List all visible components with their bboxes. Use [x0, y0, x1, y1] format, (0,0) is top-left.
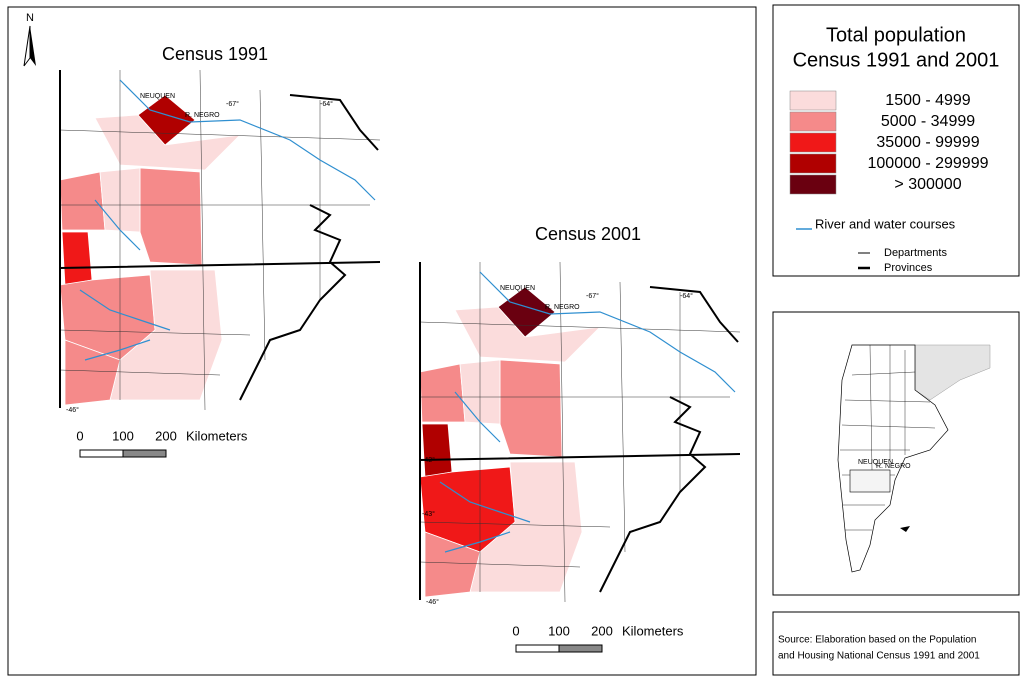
legend-title: Total population: [826, 24, 966, 46]
map-label: R. NEGRO: [185, 112, 220, 119]
department: [109, 269, 223, 401]
department: [424, 531, 481, 598]
map-label: -64°: [320, 100, 333, 108]
legend-swatch: [789, 90, 837, 111]
scale-segment: [558, 644, 603, 653]
river-label: River and water courses: [815, 216, 956, 231]
map-label: -67°: [226, 100, 239, 108]
provinces-label: Provinces: [884, 262, 933, 274]
river: [79, 79, 376, 361]
legend-label: 35000 - 99999: [876, 134, 979, 151]
scale-unit: Kilometers: [186, 428, 248, 443]
source-frame: [772, 611, 1020, 676]
scale-segment: [122, 449, 167, 458]
scale-tick-label: 100: [112, 428, 134, 443]
legend-label: 5000 - 34999: [881, 113, 975, 130]
department: [64, 339, 121, 406]
map-title: Census 1991: [162, 44, 268, 64]
province-boundary: [419, 262, 741, 600]
main-frame: [7, 6, 757, 676]
department-lines: [59, 69, 381, 411]
map-label: -64°: [680, 292, 693, 300]
scale-tick-label: 200: [591, 623, 613, 638]
scale-unit: Kilometers: [622, 623, 684, 638]
legend-label: 100000 - 299999: [868, 155, 989, 172]
legend-frame: [772, 4, 1020, 277]
map-label: NEUQUEN: [500, 285, 535, 292]
legend-swatch: [789, 153, 837, 174]
scale-tick-label: 100: [548, 623, 570, 638]
locator-frame: [772, 311, 1020, 596]
map-label: NEUQUEN: [140, 93, 175, 100]
map-label: -42°: [422, 456, 435, 464]
scale-bar: 0 100 200 Kilometers: [512, 623, 684, 653]
census-map: Census 2001 NEUQUEN R. NEGRO -67° -64° -46° -4…: [419, 224, 741, 606]
locator-map: NEUQUEN R. NEGRO: [837, 344, 991, 573]
north-arrow: N: [23, 12, 36, 67]
legend-label: > 300000: [894, 176, 961, 193]
map-title: Census 2001: [535, 224, 641, 244]
north-label: N: [26, 12, 34, 24]
scale-tick-label: 0: [512, 623, 519, 638]
map-label: -46°: [66, 406, 79, 414]
locator-label: R. NEGRO: [876, 463, 911, 470]
legend-swatch: [789, 111, 837, 132]
department: [61, 231, 93, 286]
scale-segment: [79, 449, 124, 458]
legend-title: Census 1991 and 2001: [793, 49, 1000, 71]
department: [139, 167, 203, 266]
maps: Census 1991 NEUQUEN R. NEGRO -67° -64° -46° 0 1…: [59, 44, 741, 653]
map-label: -46°: [426, 598, 439, 606]
legend-swatch: [789, 174, 837, 195]
legend: Total population Census 1991 and 2001 15…: [789, 24, 1000, 274]
locator-label: NEUQUEN: [858, 459, 893, 466]
department: [419, 363, 466, 423]
scale-tick-label: 0: [76, 428, 83, 443]
province-boundary: [59, 70, 381, 408]
river: [439, 271, 736, 553]
source-text: Source: Elaboration based on the Populat…: [778, 635, 976, 646]
scale-bar: 0 100 200 Kilometers: [76, 428, 248, 458]
scale-segment: [515, 644, 560, 653]
department: [499, 359, 563, 458]
map-label: -43°: [422, 510, 435, 518]
department: [59, 171, 106, 231]
source-text: and Housing National Census 1991 and 200…: [778, 651, 980, 662]
legend-swatch: [789, 132, 837, 153]
census-map: Census 1991 NEUQUEN R. NEGRO -67° -64° -46°: [59, 44, 381, 414]
legend-classes: 1500 - 4999 5000 - 34999 35000 - 99999 1000…: [789, 90, 989, 195]
map-label: R. NEGRO: [545, 304, 580, 311]
legend-label: 1500 - 4999: [885, 92, 971, 109]
department: [469, 461, 583, 593]
map-label: -67°: [586, 292, 599, 300]
department-lines: [419, 261, 741, 603]
department: [421, 423, 453, 478]
departments-label: Departments: [884, 247, 947, 259]
scale-tick-label: 200: [155, 428, 177, 443]
